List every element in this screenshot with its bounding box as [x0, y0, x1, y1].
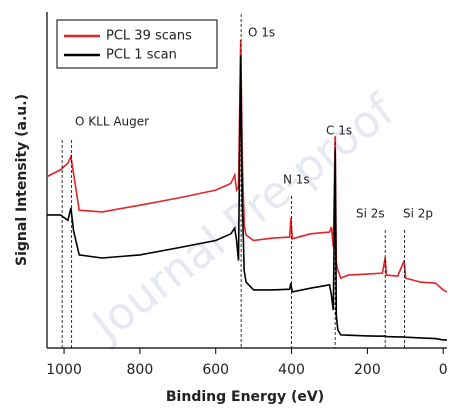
annotation-label: C 1s [326, 124, 352, 138]
annotation-label: N 1s [283, 173, 310, 187]
x-tick-label: 0 [439, 362, 448, 378]
series-line [47, 55, 447, 341]
annotation-label: Si 2p [403, 207, 433, 221]
x-tick-label: 800 [127, 362, 154, 378]
legend-label: PCL 1 scan [106, 48, 177, 63]
x-tick-label: 600 [202, 362, 229, 378]
legend-label: PCL 39 scans [106, 29, 192, 44]
annotation-label: O KLL Auger [75, 115, 149, 129]
series-line [46, 39, 448, 293]
x-tick-label: 200 [354, 362, 381, 378]
x-axis-label: Binding Energy (eV) [166, 389, 324, 405]
annotation-label: Si 2s [356, 207, 385, 221]
annotation-label: O 1s [248, 26, 275, 40]
y-axis-label: Signal Intensity (a.u.) [14, 94, 30, 266]
legend-box [56, 19, 218, 69]
x-tick-label: 400 [278, 362, 305, 378]
x-tick-label: 1000 [46, 362, 82, 378]
